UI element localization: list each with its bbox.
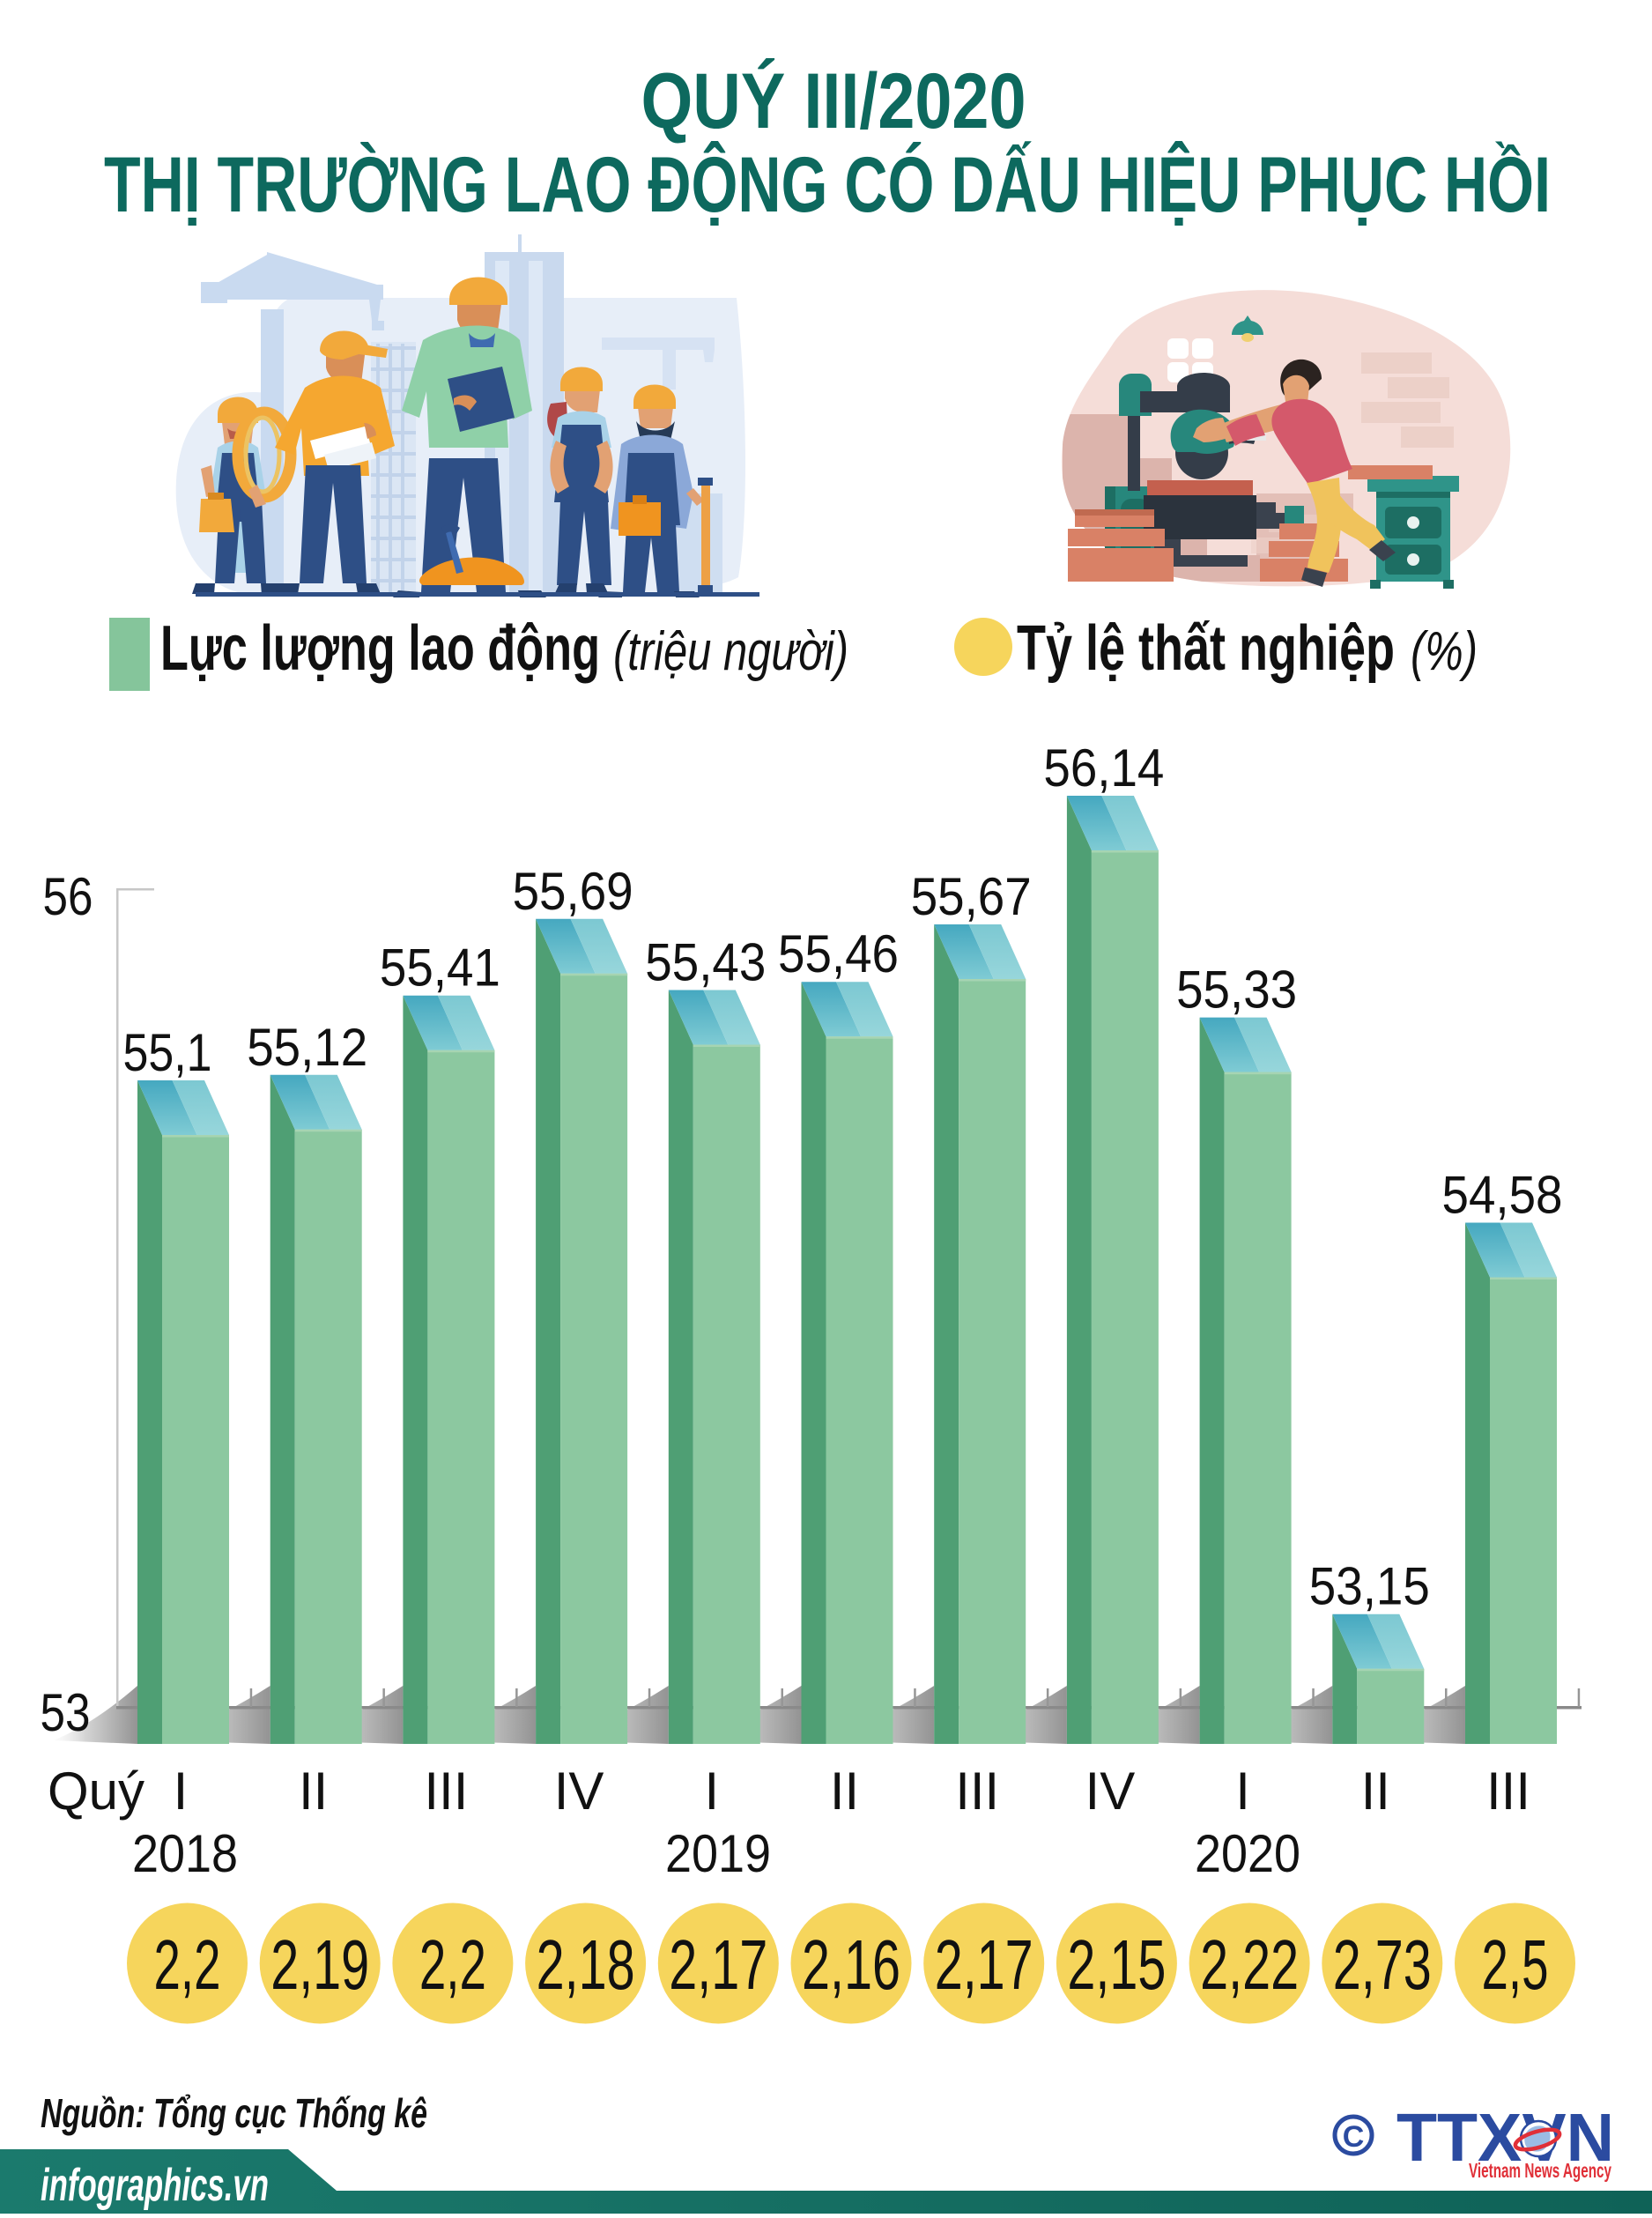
svg-text:II: II — [830, 1762, 859, 1821]
svg-text:2018: 2018 — [132, 1824, 238, 1883]
svg-text:2019: 2019 — [665, 1824, 771, 1883]
svg-text:Lực lượng lao động: Lực lượng lao động — [160, 613, 600, 684]
svg-text:2,2: 2,2 — [154, 1925, 221, 2004]
svg-text:IV: IV — [1085, 1762, 1136, 1821]
svg-text:55,33: 55,33 — [1176, 961, 1297, 1020]
svg-text:2,22: 2,22 — [1200, 1925, 1299, 2004]
svg-text:53,15: 53,15 — [1309, 1557, 1430, 1616]
svg-text:II: II — [299, 1762, 328, 1821]
svg-text:56: 56 — [43, 867, 93, 926]
svg-text:2,2: 2,2 — [419, 1925, 486, 2004]
svg-text:Vietnam News Agency: Vietnam News Agency — [1469, 2159, 1611, 2182]
svg-text:C: C — [1343, 2120, 1365, 2154]
svg-text:2020: 2020 — [1195, 1824, 1300, 1883]
svg-text:(%): (%) — [1411, 621, 1478, 682]
svg-text:56,14: 56,14 — [1043, 738, 1164, 797]
svg-text:55,41: 55,41 — [380, 938, 500, 998]
svg-text:III: III — [1486, 1762, 1530, 1821]
svg-text:I: I — [174, 1762, 189, 1821]
svg-text:(triệu người): (triệu người) — [613, 621, 848, 682]
svg-text:IV: IV — [554, 1762, 604, 1821]
svg-text:infographics.vn: infographics.vn — [41, 2160, 269, 2211]
svg-text:2,15: 2,15 — [1067, 1925, 1166, 2004]
svg-text:2,17: 2,17 — [669, 1925, 767, 2004]
svg-text:55,43: 55,43 — [645, 933, 766, 992]
svg-text:2,19: 2,19 — [270, 1925, 369, 2004]
svg-text:I: I — [1235, 1762, 1250, 1821]
svg-text:2,5: 2,5 — [1482, 1925, 1549, 2004]
svg-text:55,1: 55,1 — [123, 1023, 212, 1082]
svg-text:Nguồn: Tổng cục Thống kê: Nguồn: Tổng cục Thống kê — [41, 2090, 427, 2136]
svg-text:THỊ TRƯỜNG LAO ĐỘNG CÓ DẤU HIỆ: THỊ TRƯỜNG LAO ĐỘNG CÓ DẤU HIỆU PHỤC HỒI — [104, 140, 1551, 228]
svg-text:2,18: 2,18 — [537, 1925, 635, 2004]
svg-text:55,67: 55,67 — [911, 867, 1032, 926]
svg-text:53: 53 — [41, 1683, 91, 1742]
svg-text:54,58: 54,58 — [1442, 1166, 1563, 1225]
svg-text:2,16: 2,16 — [802, 1925, 900, 2004]
svg-text:I: I — [704, 1762, 719, 1821]
svg-text:TTXVN: TTXVN — [1396, 2100, 1614, 2176]
svg-text:II: II — [1361, 1762, 1390, 1821]
svg-text:55,69: 55,69 — [513, 862, 633, 921]
svg-text:2,73: 2,73 — [1333, 1925, 1432, 2004]
svg-text:55,46: 55,46 — [778, 924, 899, 983]
svg-text:III: III — [424, 1762, 468, 1821]
svg-text:III: III — [955, 1762, 999, 1821]
svg-text:55,12: 55,12 — [247, 1018, 367, 1077]
svg-text:QUÝ III/2020: QUÝ III/2020 — [641, 56, 1026, 145]
svg-text:2,17: 2,17 — [935, 1925, 1033, 2004]
svg-text:Tỷ lệ thất nghiệp: Tỷ lệ thất nghiệp — [1017, 613, 1395, 684]
svg-text:Quý: Quý — [48, 1762, 144, 1821]
